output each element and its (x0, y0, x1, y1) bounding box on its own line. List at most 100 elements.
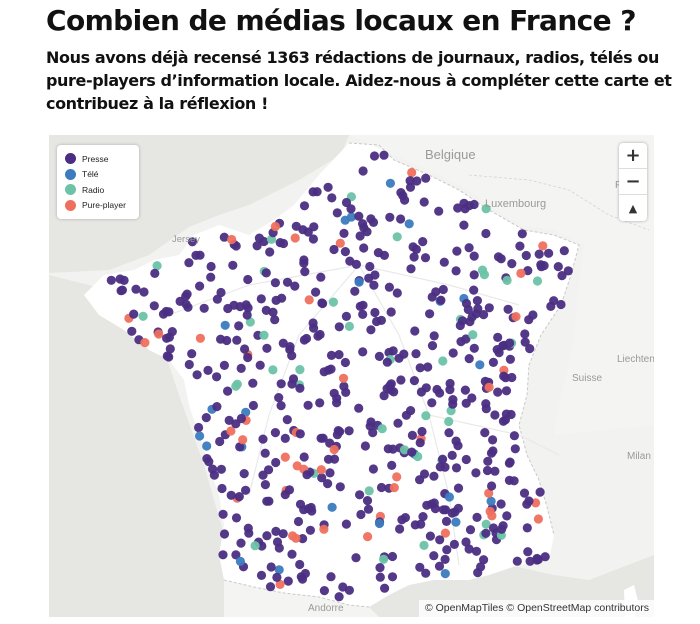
media-marker[interactable] (131, 284, 141, 294)
media-marker[interactable] (255, 360, 265, 370)
media-marker[interactable] (226, 426, 236, 436)
media-marker[interactable] (187, 237, 197, 247)
media-marker[interactable] (380, 583, 390, 593)
media-marker[interactable] (364, 486, 374, 496)
media-marker[interactable] (311, 287, 321, 297)
media-marker[interactable] (217, 483, 227, 494)
media-marker[interactable] (276, 401, 286, 411)
media-marker[interactable] (419, 540, 429, 550)
media-marker[interactable] (411, 244, 421, 254)
media-marker[interactable] (384, 282, 394, 292)
compass-button[interactable]: ▲ (628, 201, 638, 215)
media-marker[interactable] (245, 317, 255, 327)
media-marker[interactable] (295, 429, 305, 439)
media-marker[interactable] (340, 247, 350, 257)
media-marker[interactable] (419, 197, 429, 207)
media-marker[interactable] (154, 329, 164, 339)
media-marker[interactable] (271, 295, 281, 305)
media-marker[interactable] (479, 555, 489, 565)
media-marker[interactable] (481, 399, 491, 409)
media-marker[interactable] (459, 220, 469, 230)
media-marker[interactable] (117, 285, 127, 295)
media-marker[interactable] (494, 348, 504, 358)
media-marker[interactable] (464, 354, 474, 364)
zoom-out-button[interactable]: − (619, 169, 647, 195)
media-marker[interactable] (387, 551, 398, 562)
media-marker[interactable] (195, 333, 205, 343)
media-marker[interactable] (334, 592, 344, 602)
media-marker[interactable] (271, 457, 281, 468)
media-marker[interactable] (429, 471, 439, 481)
media-marker[interactable] (475, 360, 485, 370)
media-marker[interactable] (329, 244, 339, 255)
media-marker[interactable] (301, 333, 312, 344)
media-marker[interactable] (511, 312, 521, 322)
media-marker[interactable] (464, 243, 474, 253)
media-marker[interactable] (476, 562, 486, 572)
media-marker[interactable] (262, 343, 272, 353)
media-marker[interactable] (226, 490, 236, 500)
media-marker[interactable] (218, 550, 228, 560)
media-marker[interactable] (258, 434, 268, 444)
media-marker[interactable] (313, 331, 323, 341)
media-marker[interactable] (544, 248, 554, 258)
media-marker[interactable] (407, 447, 417, 457)
media-marker[interactable] (435, 535, 445, 545)
media-marker[interactable] (329, 444, 339, 455)
media-marker[interactable] (472, 512, 482, 522)
media-marker[interactable] (421, 383, 431, 393)
media-marker[interactable] (319, 524, 329, 534)
media-marker[interactable] (410, 326, 420, 336)
media-marker[interactable] (481, 528, 491, 538)
media-marker[interactable] (344, 426, 354, 436)
media-marker[interactable] (315, 398, 325, 408)
media-marker[interactable] (259, 236, 269, 247)
media-marker[interactable] (493, 387, 503, 397)
media-marker[interactable] (376, 482, 387, 493)
media-marker[interactable] (354, 403, 364, 413)
media-marker[interactable] (427, 341, 438, 351)
media-marker[interactable] (119, 275, 129, 285)
media-marker[interactable] (139, 287, 149, 297)
media-marker[interactable] (453, 503, 463, 513)
media-marker[interactable] (405, 182, 416, 192)
media-marker[interactable] (442, 545, 452, 555)
media-marker[interactable] (416, 519, 426, 529)
media-marker[interactable] (256, 294, 266, 304)
media-marker[interactable] (299, 452, 309, 462)
media-marker[interactable] (379, 391, 389, 401)
media-marker[interactable] (461, 454, 471, 465)
media-marker[interactable] (440, 505, 451, 515)
media-marker[interactable] (228, 260, 238, 270)
media-marker[interactable] (224, 415, 234, 425)
media-marker[interactable] (275, 579, 285, 589)
media-marker[interactable] (385, 212, 395, 222)
media-marker[interactable] (406, 406, 416, 416)
media-marker[interactable] (227, 234, 237, 245)
media-marker[interactable] (360, 441, 370, 451)
media-marker[interactable] (362, 496, 373, 506)
media-marker[interactable] (525, 556, 535, 566)
media-marker[interactable] (261, 305, 271, 315)
media-marker[interactable] (323, 479, 333, 489)
media-marker[interactable] (483, 456, 493, 466)
media-marker[interactable] (444, 428, 454, 438)
media-marker[interactable] (182, 289, 192, 299)
media-marker[interactable] (436, 295, 446, 305)
media-marker[interactable] (358, 347, 368, 357)
media-marker[interactable] (431, 287, 441, 297)
media-marker[interactable] (502, 275, 512, 285)
media-marker[interactable] (297, 574, 308, 584)
media-marker[interactable] (356, 509, 366, 520)
media-marker[interactable] (384, 347, 394, 358)
media-marker[interactable] (407, 430, 417, 440)
media-marker[interactable] (505, 354, 515, 364)
media-marker[interactable] (448, 348, 458, 358)
media-marker[interactable] (351, 259, 361, 269)
media-marker[interactable] (302, 470, 312, 480)
media-marker[interactable] (409, 252, 419, 262)
media-marker[interactable] (358, 166, 368, 176)
media-marker[interactable] (363, 532, 373, 542)
media-marker[interactable] (195, 250, 205, 260)
media-marker[interactable] (236, 363, 246, 373)
